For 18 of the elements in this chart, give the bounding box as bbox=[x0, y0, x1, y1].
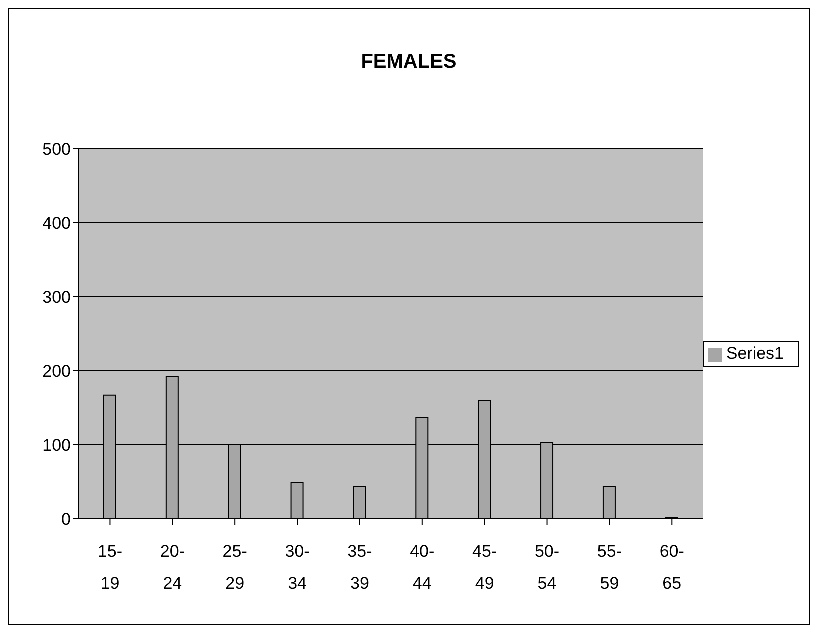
y-tick-label: 500 bbox=[42, 140, 71, 160]
y-tick-label: 0 bbox=[62, 510, 71, 530]
legend-label: Series1 bbox=[726, 344, 784, 363]
y-tick-label: 300 bbox=[42, 288, 71, 308]
x-tick-label: 35-39 bbox=[348, 542, 372, 593]
x-tick-label: 50-54 bbox=[534, 542, 560, 593]
x-tick-label: 40-44 bbox=[410, 542, 435, 593]
x-tick-label: 15-19 bbox=[98, 542, 123, 593]
x-tick-label: 55-59 bbox=[597, 542, 622, 593]
y-tick-label: 200 bbox=[42, 362, 71, 382]
x-tick-label: 45-49 bbox=[472, 542, 498, 593]
x-tick-label: 25-29 bbox=[222, 542, 248, 593]
y-tick-label: 400 bbox=[42, 214, 71, 234]
y-tick-label: 100 bbox=[42, 436, 71, 456]
x-tick-label: 20-24 bbox=[160, 542, 185, 593]
x-tick-label: 60-65 bbox=[660, 542, 684, 593]
chart-title: FEMALES bbox=[360, 50, 458, 75]
x-tick-label: 30-34 bbox=[285, 542, 310, 593]
